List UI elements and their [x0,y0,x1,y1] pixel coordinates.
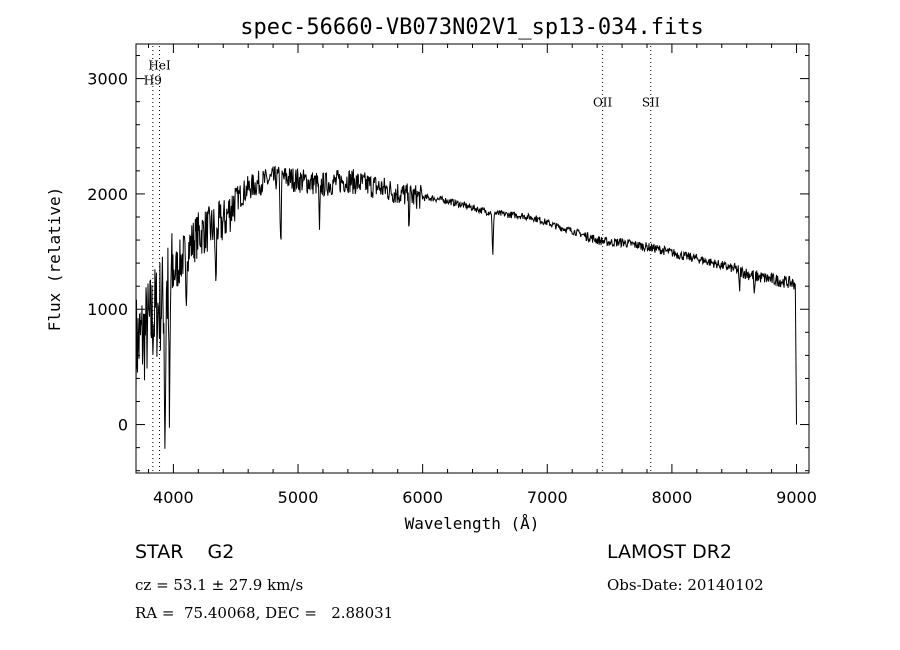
y-tick-label: 2000 [87,185,128,204]
y-tick-label: 3000 [87,70,128,89]
plot-frame [135,43,810,474]
reference-line-label: SII [642,95,660,109]
spectrum-series-line [135,165,797,449]
x-axis-label: Wavelength (Å) [405,514,540,533]
spectrum-plot [135,165,797,449]
axes: 4000 5000 6000 7000 8000 9000 0 1000 2000 3000 [87,44,817,507]
y-axis-label: Flux (relative) [45,187,64,332]
x-tick-label: 9000 [776,488,817,507]
reference-line-label: H9 [144,73,162,87]
reference-line-label: OII [593,95,613,109]
reference-line-label: HeI [148,58,171,72]
y-tick-label: 0 [118,416,128,435]
survey-release: LAMOST DR2 [607,541,732,563]
spectral-class: STAR G2 [135,541,235,563]
sky-coordinates: RA = 75.40068, DEC = 2.88031 [135,604,394,622]
x-tick-label: 8000 [652,488,693,507]
y-tick-label: 1000 [87,300,128,319]
x-tick-label: 4000 [153,488,194,507]
observation-date: Obs-Date: 20140102 [607,576,764,594]
x-tick-label: 5000 [278,488,319,507]
x-tick-label: 6000 [402,488,443,507]
x-tick-label: 7000 [527,488,568,507]
redshift-velocity: cz = 53.1 ± 27.9 km/s [135,576,304,594]
chart-title: spec-56660-VB073N02V1_sp13-034.fits [240,15,704,40]
